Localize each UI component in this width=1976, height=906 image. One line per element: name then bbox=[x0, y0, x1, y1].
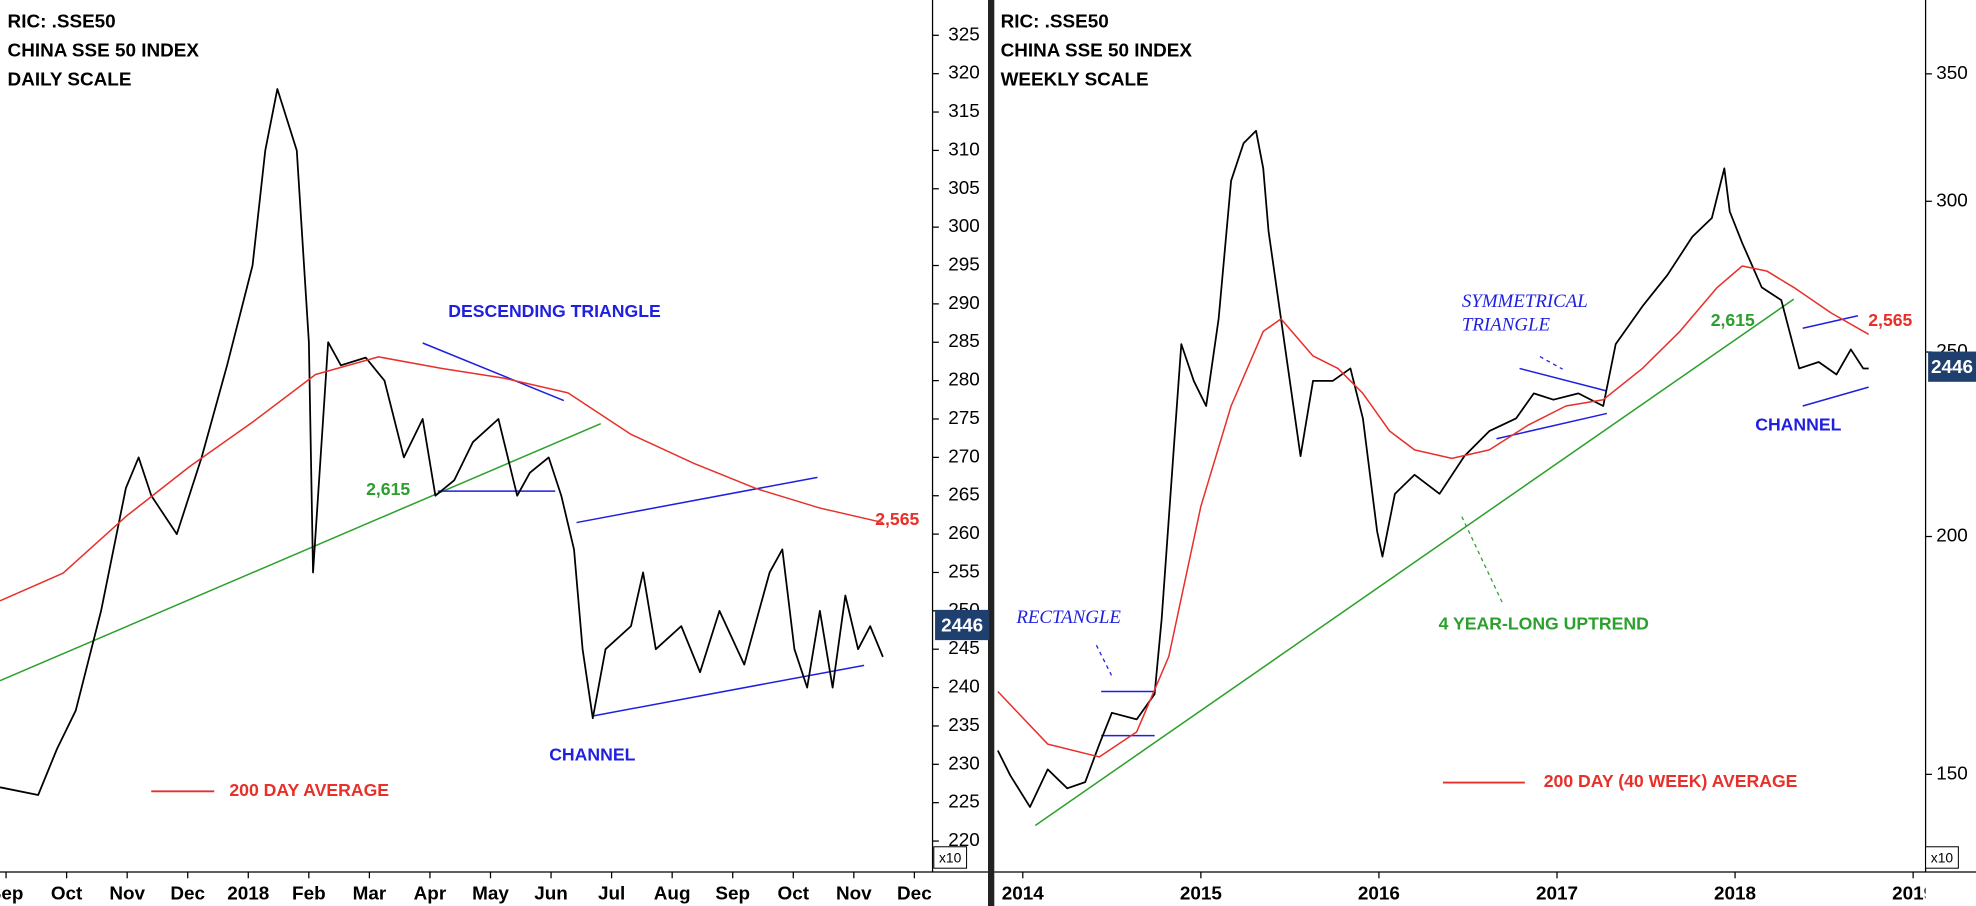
legend-label: 200 DAY (40 WEEK) AVERAGE bbox=[1544, 771, 1798, 791]
y-tick-label: 235 bbox=[948, 715, 980, 736]
trendline bbox=[1034, 298, 1795, 827]
last-value-box bbox=[1928, 351, 1976, 382]
y-tick-label: 315 bbox=[948, 101, 980, 122]
x-tick-label: Jul bbox=[598, 884, 625, 905]
x-tick-label: Sep bbox=[715, 884, 750, 905]
trendline bbox=[1519, 367, 1608, 392]
y-tick-label: 255 bbox=[948, 561, 980, 582]
y-tick-label: 275 bbox=[948, 408, 980, 429]
annotation-pointer bbox=[1095, 644, 1113, 676]
annotation-pointer bbox=[1461, 516, 1503, 603]
plot-area bbox=[0, 88, 884, 796]
trendline bbox=[1802, 386, 1869, 407]
y-tick-label: 280 bbox=[948, 370, 980, 391]
multiplier-label: x10 bbox=[939, 849, 962, 865]
y-tick-label: 300 bbox=[948, 216, 980, 237]
trendline bbox=[1496, 412, 1608, 440]
x-tick-label: 2015 bbox=[1180, 884, 1222, 905]
y-tick-label: 230 bbox=[948, 753, 980, 774]
y-tick-label: 200 bbox=[1936, 526, 1968, 547]
legend-label: 200 DAY AVERAGE bbox=[229, 780, 389, 800]
x-tick-label: 2018 bbox=[227, 884, 269, 905]
y-tick-label: 290 bbox=[948, 293, 980, 314]
chart-title: RIC: .SSE50 bbox=[8, 12, 116, 33]
multiplier-box bbox=[933, 846, 968, 869]
x-tick-label: Sep bbox=[0, 884, 23, 905]
annotation: 2,615 bbox=[366, 479, 410, 499]
x-tick-label: Apr bbox=[414, 884, 447, 905]
annotation: 2,615 bbox=[1711, 310, 1755, 330]
annotation: DESCENDING TRIANGLE bbox=[448, 301, 661, 321]
x-tick-label: Dec bbox=[897, 884, 932, 905]
x-tick-label: Oct bbox=[51, 884, 83, 905]
annotation: 4 YEAR-LONG UPTREND bbox=[1439, 614, 1649, 634]
annotation: RECTANGLE bbox=[1015, 607, 1121, 628]
y-tick-label: 260 bbox=[948, 523, 980, 544]
price-line bbox=[997, 129, 1869, 808]
x-tick-label: Dec bbox=[170, 884, 205, 905]
last-value-label: 2446 bbox=[1931, 357, 1973, 378]
x-tick-label: May bbox=[472, 884, 509, 905]
x-tick-label: 2014 bbox=[1002, 884, 1045, 905]
trendline bbox=[1802, 315, 1859, 329]
chart-title: CHINA SSE 50 INDEX bbox=[8, 41, 200, 62]
x-tick-label: Aug bbox=[654, 884, 691, 905]
y-tick-label: 305 bbox=[948, 178, 980, 199]
x-tick-label: 2016 bbox=[1358, 884, 1400, 905]
y-tick-label: 240 bbox=[948, 677, 980, 698]
annotation: TRIANGLE bbox=[1462, 315, 1551, 336]
chart-title: CHINA SSE 50 INDEX bbox=[1001, 41, 1193, 62]
x-axis-labels: 2014 2015 2016 2017 2018 2019 bbox=[1002, 884, 1934, 905]
x-tick-label: Jun bbox=[534, 884, 568, 905]
y-tick-label: 220 bbox=[948, 830, 980, 851]
trendline bbox=[422, 342, 565, 402]
plot-area bbox=[997, 129, 1870, 827]
multiplier-label: x10 bbox=[1931, 849, 1954, 865]
x-tick-label: 2017 bbox=[1536, 884, 1578, 905]
x-axis-labels: Sep Oct Nov Dec 2018 Feb Mar Apr May Jun Jul Aug Sep… bbox=[0, 884, 932, 905]
multiplier-box bbox=[1925, 846, 1959, 869]
chart-title: RIC: .SSE50 bbox=[1001, 12, 1109, 33]
last-value-box bbox=[935, 609, 990, 641]
y-tick-label: 320 bbox=[948, 63, 980, 84]
chart-title: WEEKLY SCALE bbox=[1001, 70, 1149, 91]
y-tick-label: 295 bbox=[948, 255, 980, 276]
y-tick-label: 150 bbox=[1936, 763, 1968, 784]
trendline bbox=[0, 422, 602, 682]
x-tick-label: Oct bbox=[778, 884, 810, 905]
y-tick-label: 265 bbox=[948, 485, 980, 506]
annotation: CHANNEL bbox=[1755, 415, 1841, 435]
annotation: CHANNEL bbox=[549, 745, 635, 765]
y-tick-label: 225 bbox=[948, 792, 980, 813]
y-tick-label: 325 bbox=[948, 24, 980, 45]
trendline bbox=[592, 664, 865, 717]
annotation: 2,565 bbox=[1868, 310, 1912, 330]
y-tick-label: 285 bbox=[948, 331, 980, 352]
x-tick-label: Feb bbox=[292, 884, 326, 905]
annotation: SYMMETRICAL bbox=[1462, 291, 1588, 312]
x-tick-label: Nov bbox=[109, 884, 145, 905]
x-tick-label: Nov bbox=[836, 884, 872, 905]
x-tick-label: 2019 bbox=[1892, 884, 1934, 905]
y-tick-label: 245 bbox=[948, 638, 980, 659]
moving-average-line bbox=[997, 265, 1870, 758]
moving-average-line bbox=[0, 356, 884, 602]
y-tick-label: 270 bbox=[948, 446, 980, 467]
chart-title: DAILY SCALE bbox=[8, 70, 132, 91]
trendline bbox=[576, 476, 818, 524]
annotation: 2,565 bbox=[875, 509, 919, 529]
x-tick-label: 2018 bbox=[1714, 884, 1756, 905]
price-line bbox=[0, 88, 884, 796]
y-tick-label: 300 bbox=[1936, 190, 1968, 211]
x-tick-label: Mar bbox=[353, 884, 387, 905]
y-tick-label: 310 bbox=[948, 139, 980, 160]
y-tick-label: 350 bbox=[1936, 63, 1968, 84]
panel-divider bbox=[988, 0, 995, 906]
last-value-label: 2446 bbox=[941, 615, 983, 636]
